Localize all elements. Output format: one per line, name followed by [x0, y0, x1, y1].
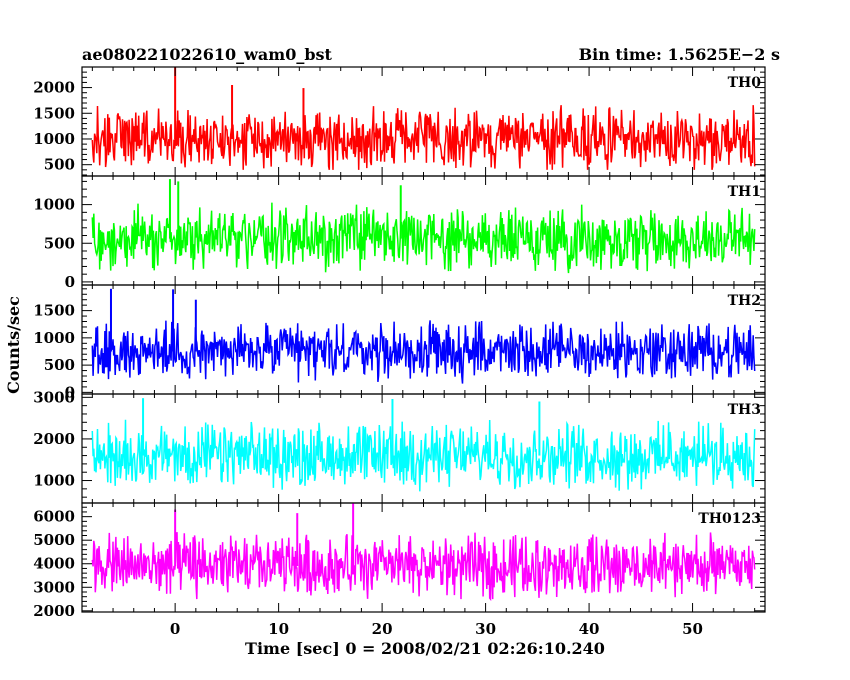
y-tick-label: 1500	[33, 302, 75, 320]
y-tick-label: 500	[44, 156, 75, 174]
x-tick-label: 50	[682, 620, 703, 638]
th3-series-line	[91, 419, 756, 492]
th0123-series-line	[91, 532, 756, 602]
chart-title: ae080221022610_wam0_bst	[82, 45, 333, 64]
y-tick-label: 0	[65, 273, 75, 291]
x-tick-label: 10	[268, 620, 289, 638]
y-tick-label: 1000	[33, 472, 75, 490]
x-tick-label: 30	[475, 620, 496, 638]
x-axis-title: Time [sec] 0 = 2008/02/21 02:26:10.240	[245, 639, 605, 658]
panel-label-th2: TH2	[728, 293, 761, 309]
y-tick-label: 3000	[33, 578, 75, 596]
panel-th0: 500 1000 1500 2000 TH0	[33, 66, 766, 177]
y-tick-label: 1000	[33, 130, 75, 148]
panel-label-th0: TH0	[728, 75, 762, 91]
bin-time-label: Bin time: 1.5625E−2 s	[579, 45, 780, 64]
y-tick-label: 1000	[33, 196, 75, 214]
panel-th2: 0 500 1000 1500 TH2	[33, 284, 766, 401]
y-tick-label: 4000	[33, 555, 75, 573]
panel-label-th0123: TH0123	[698, 511, 761, 527]
panel-th3: 1000 2000 3000 TH3	[33, 388, 766, 504]
y-tick-label: 0	[65, 383, 75, 401]
y-tick-label: 5000	[33, 531, 75, 549]
panel-label-th3: TH3	[728, 402, 761, 418]
y-tick-label: 1500	[33, 104, 75, 122]
panel-th1: 0 500 1000 TH1	[33, 175, 766, 291]
x-axis: 0 10 20 30 40 50	[170, 620, 703, 638]
th0-series-line	[91, 105, 756, 170]
y-tick-label: 6000	[33, 508, 75, 526]
y-tick-label: 500	[44, 356, 75, 374]
y-tick-label: 3000	[33, 388, 75, 406]
y-tick-label: 2000	[33, 602, 75, 620]
panels-group: 500 1000 1500 2000 TH0 0 500 1000 TH1 0 500 1000 150…	[33, 66, 766, 620]
th1-series-line	[91, 202, 756, 274]
th2-series-line	[91, 320, 756, 384]
y-axis-title: Counts/sec	[4, 296, 23, 394]
x-tick-label: 0	[170, 620, 180, 638]
y-tick-label: 2000	[33, 430, 75, 448]
panel-label-th1: TH1	[728, 184, 761, 200]
y-tick-label: 2000	[33, 79, 75, 97]
y-tick-label: 1000	[33, 329, 75, 347]
y-tick-label: 500	[44, 234, 75, 252]
x-tick-label: 20	[372, 620, 393, 638]
x-tick-label: 40	[579, 620, 600, 638]
panel-th0123: 2000 3000 4000 5000 6000 TH0123	[33, 502, 766, 620]
